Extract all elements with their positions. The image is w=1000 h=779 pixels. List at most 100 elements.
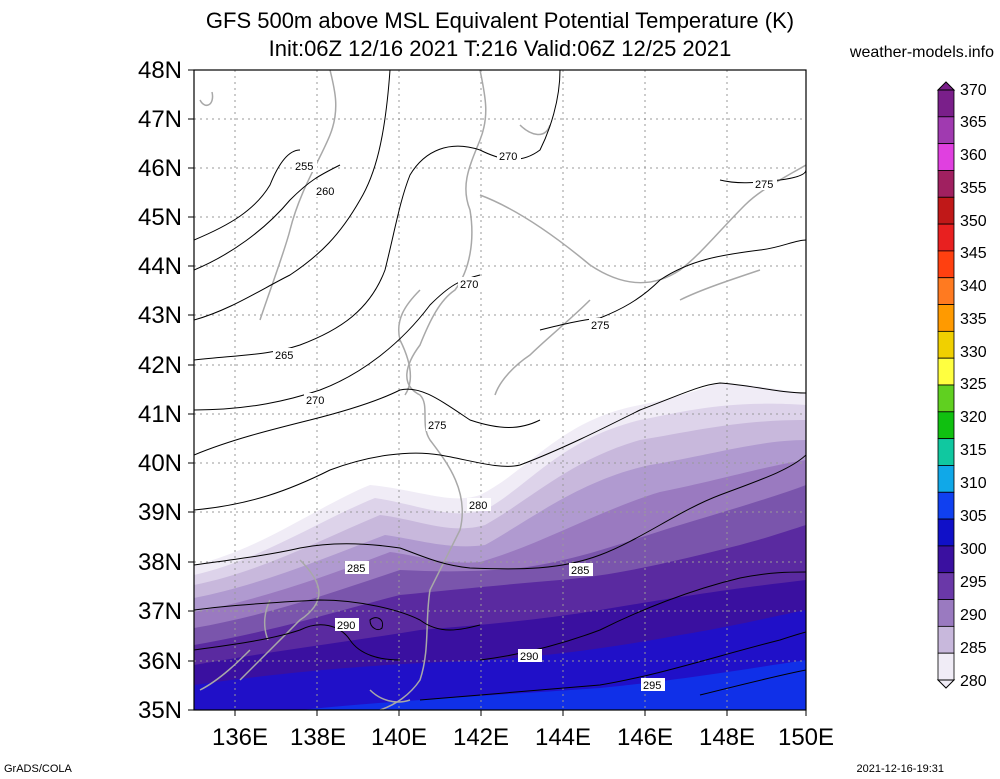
lat-label: 44N (138, 253, 182, 280)
contour-label: 290 (335, 618, 359, 632)
colorbar-label: 325 (960, 376, 987, 393)
coastlines (199, 70, 806, 710)
map-subtitle: Init:06Z 12/16 2021 T:216 Valid:06Z 12/2… (268, 36, 732, 61)
contour-label: 295 (641, 678, 665, 692)
colorbar-label: 285 (960, 640, 987, 657)
lat-label: 36N (138, 648, 182, 675)
svg-text:275: 275 (591, 320, 609, 332)
contour-label: 275 (753, 177, 777, 191)
colorbar-swatch (937, 465, 955, 493)
lat-label: 40N (138, 450, 182, 477)
lat-label: 41N (138, 401, 182, 428)
timestamp: 2021-12-16-19:31 (856, 763, 944, 775)
lon-label: 148E (699, 724, 755, 751)
svg-text:295: 295 (643, 680, 661, 692)
lat-label: 42N (138, 352, 182, 379)
contour-label: 270 (304, 393, 328, 407)
colorbar-swatch (937, 89, 955, 118)
svg-text:275: 275 (755, 179, 773, 191)
contour-label: 290 (518, 649, 542, 663)
lon-label: 136E (212, 724, 268, 751)
lat-label: 43N (138, 302, 182, 329)
lat-label: 35N (138, 697, 182, 724)
colorbar: 370 365 360 355 350 345 340 335 330 325 … (936, 81, 987, 690)
colorbar-label: 330 (960, 344, 987, 361)
colorbar-swatch (937, 438, 955, 466)
colorbar-label: 370 (960, 82, 987, 99)
lon-label: 142E (453, 724, 509, 751)
lat-label: 38N (138, 549, 182, 576)
colorbar-swatch (937, 277, 955, 305)
lat-label: 48N (138, 57, 182, 84)
lat-label: 45N (138, 204, 182, 231)
contour-label: 265 (273, 348, 297, 362)
colorbar-label: 290 (960, 607, 987, 624)
svg-text:260: 260 (316, 186, 334, 198)
lat-label: 37N (138, 598, 182, 625)
colorbar-swatch (937, 599, 955, 627)
colorbar-swatch (937, 572, 955, 600)
lon-label: 140E (371, 724, 427, 751)
contour-label: 285 (569, 563, 593, 577)
contours (194, 70, 806, 701)
colorbar-swatch (937, 384, 955, 413)
colorbar-label: 350 (960, 213, 987, 230)
software-credit: GrADS/COLA (4, 763, 72, 775)
colorbar-label: 340 (960, 278, 987, 295)
lat-label: 46N (138, 155, 182, 182)
colorbar-label: 365 (960, 114, 987, 131)
colorbar-label: 320 (960, 409, 987, 426)
colorbar-swatch (937, 330, 955, 359)
colorbar-swatch (937, 143, 955, 171)
colorbar-swatch (937, 545, 955, 574)
colorbar-label: 355 (960, 180, 987, 197)
svg-text:255: 255 (295, 161, 313, 173)
colorbar-cap-bottom (936, 679, 956, 689)
latitude-axis: 48N 47N 46N 45N 44N 43N 42N 41N 40N 39N … (138, 57, 194, 724)
colorbar-swatch (937, 223, 955, 252)
colorbar-label: 310 (960, 475, 987, 492)
colorbar-swatch (937, 170, 955, 198)
map-frame (193, 69, 807, 711)
colorbar-swatch (937, 250, 955, 279)
longitude-axis: 136E 138E 140E 142E 144E 146E 148E 150E (212, 710, 834, 751)
contour-label: 260 (314, 184, 338, 198)
contour-label-group: 255 260 265 270 270 270 275 275 275 280 … (273, 149, 777, 692)
contour-label: 270 (497, 149, 521, 163)
svg-text:270: 270 (306, 395, 324, 407)
svg-text:270: 270 (460, 279, 478, 291)
lon-label: 138E (290, 724, 346, 751)
lon-label: 150E (778, 724, 834, 751)
contour-label: 275 (426, 418, 450, 432)
colorbar-swatch (937, 652, 955, 681)
colorbar-swatch (937, 518, 955, 547)
svg-text:290: 290 (520, 651, 538, 663)
lat-label: 47N (138, 106, 182, 133)
svg-text:285: 285 (571, 565, 589, 577)
lon-label: 146E (617, 724, 673, 751)
colorbar-label: 345 (960, 245, 987, 262)
svg-text:285: 285 (347, 563, 365, 575)
colorbar-label: 335 (960, 311, 987, 328)
colorbar-swatch (937, 625, 955, 654)
colorbar-label: 305 (960, 508, 987, 525)
colorbar-swatch (937, 491, 955, 520)
svg-text:270: 270 (499, 151, 517, 163)
contour-label: 255 (293, 159, 317, 173)
contour-label: 275 (589, 318, 613, 332)
contour-label: 285 (345, 561, 369, 575)
colorbar-swatch (937, 304, 955, 332)
site-label: weather-models.info (849, 44, 994, 61)
lat-label: 39N (138, 499, 182, 526)
colorbar-swatch (937, 411, 955, 440)
colorbar-label: 295 (960, 574, 987, 591)
colorbar-label: 280 (960, 673, 987, 690)
contour-label: 280 (467, 498, 491, 512)
colorbar-label: 300 (960, 541, 987, 558)
lon-label: 144E (535, 724, 591, 751)
colorbar-label: 315 (960, 442, 987, 459)
colorbar-label: 360 (960, 147, 987, 164)
colorbar-swatch (937, 116, 955, 145)
svg-text:290: 290 (337, 620, 355, 632)
